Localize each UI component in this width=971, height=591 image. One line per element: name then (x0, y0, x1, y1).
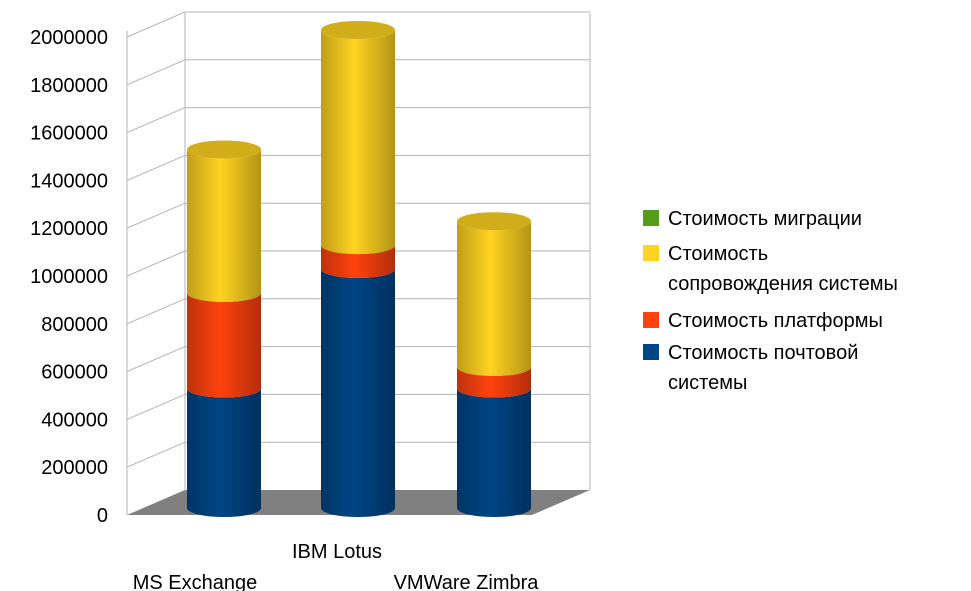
legend-swatch (643, 210, 659, 226)
bar-segment (187, 149, 261, 302)
x-axis-labels: MS Exchange IBM Lotus VMWare Zimbra (133, 541, 540, 591)
legend-label: Стоимость миграции (668, 208, 862, 230)
x-category-label: VMWare Zimbra (394, 572, 540, 591)
bar-segment (321, 30, 395, 255)
legend-label: Стоимость платформы (668, 310, 883, 332)
bar-segment (457, 388, 531, 517)
legend-swatch (643, 344, 659, 360)
y-tick-label: 1600000 (30, 123, 108, 145)
legend-swatch (643, 245, 659, 261)
legend-label: сопровождения системы (668, 273, 898, 295)
side-gridline (126, 441, 186, 468)
y-tick-label: 1800000 (30, 75, 108, 97)
bar-top-cap (457, 212, 531, 231)
y-tick-label: 1400000 (30, 170, 108, 192)
side-gridline (126, 393, 186, 420)
side-gridline (126, 107, 186, 134)
side-gridline (126, 250, 186, 277)
side-gridline (126, 11, 186, 38)
bar-segment (187, 292, 261, 398)
y-tick-label: 1200000 (30, 218, 108, 240)
y-axis-ticks: 0 200000 400000 600000 800000 1000000 1200000 1… (30, 27, 108, 527)
bar-segment (187, 388, 261, 517)
side-gridline (126, 202, 186, 229)
y-tick-label: 600000 (41, 362, 108, 384)
legend-label: системы (668, 372, 747, 394)
y-tick-label: 0 (97, 505, 108, 527)
chart-bars (187, 21, 531, 517)
side-gridline (126, 346, 186, 373)
y-tick-label: 400000 (41, 409, 108, 431)
y-tick-label: 200000 (41, 457, 108, 479)
legend-label: Стоимость почтовой (668, 342, 858, 364)
side-gridline (126, 298, 186, 325)
bar-segment (321, 269, 395, 517)
y-tick-label: 1000000 (30, 266, 108, 288)
bar-segment (321, 245, 396, 278)
side-gridline (126, 59, 186, 86)
legend: Стоимость миграции Стоимость сопровождения… (643, 208, 898, 394)
legend-label: Стоимость (668, 243, 768, 265)
bar-segment (457, 221, 531, 376)
y-tick-label: 2000000 (30, 27, 108, 49)
x-category-label: IBM Lotus (292, 541, 382, 563)
legend-swatch (643, 312, 659, 328)
side-gridline (126, 154, 186, 181)
bar-segment (457, 366, 531, 398)
y-tick-label: 800000 (41, 314, 108, 336)
bar-top-cap (321, 21, 395, 39)
x-category-label: MS Exchange (133, 572, 258, 591)
bar-top-cap (187, 140, 261, 159)
